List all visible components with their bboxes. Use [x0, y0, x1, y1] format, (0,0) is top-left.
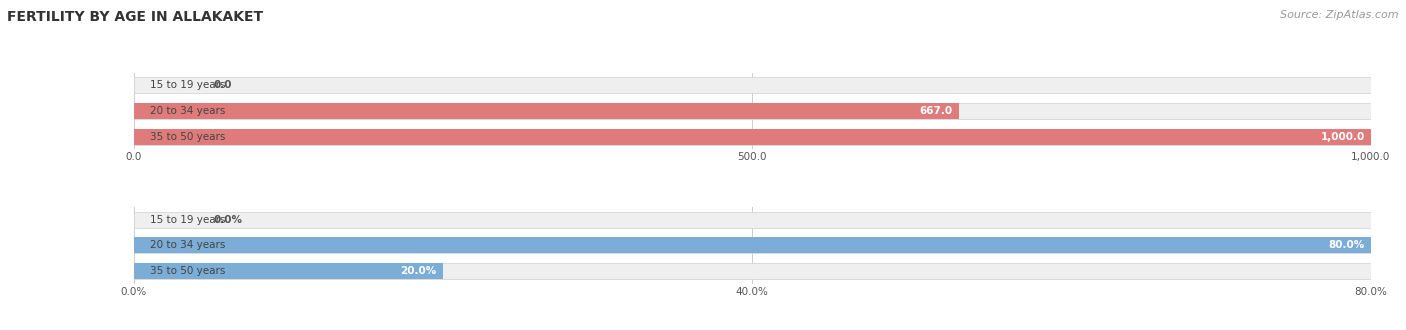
Bar [134, 103, 959, 119]
Bar [134, 78, 1371, 93]
Text: 0.0%: 0.0% [214, 215, 243, 225]
Bar [134, 263, 1371, 279]
Text: Source: ZipAtlas.com: Source: ZipAtlas.com [1281, 10, 1399, 20]
Bar [134, 212, 1371, 228]
Text: 667.0: 667.0 [920, 106, 953, 116]
Text: 35 to 50 years: 35 to 50 years [149, 266, 225, 276]
Text: 20 to 34 years: 20 to 34 years [149, 240, 225, 250]
Bar [134, 263, 443, 279]
Text: 20 to 34 years: 20 to 34 years [149, 106, 225, 116]
Bar [134, 129, 1371, 145]
Bar [134, 103, 1371, 119]
Text: 1,000.0: 1,000.0 [1320, 132, 1365, 142]
Bar [134, 238, 1371, 253]
Bar [134, 238, 1371, 253]
Text: FERTILITY BY AGE IN ALLAKAKET: FERTILITY BY AGE IN ALLAKAKET [7, 10, 263, 24]
Text: 35 to 50 years: 35 to 50 years [149, 132, 225, 142]
Text: 15 to 19 years: 15 to 19 years [149, 81, 225, 90]
Bar [134, 129, 1371, 145]
Text: 80.0%: 80.0% [1329, 240, 1365, 250]
Text: 20.0%: 20.0% [401, 266, 437, 276]
Text: 0.0: 0.0 [214, 81, 232, 90]
Text: 15 to 19 years: 15 to 19 years [149, 215, 225, 225]
